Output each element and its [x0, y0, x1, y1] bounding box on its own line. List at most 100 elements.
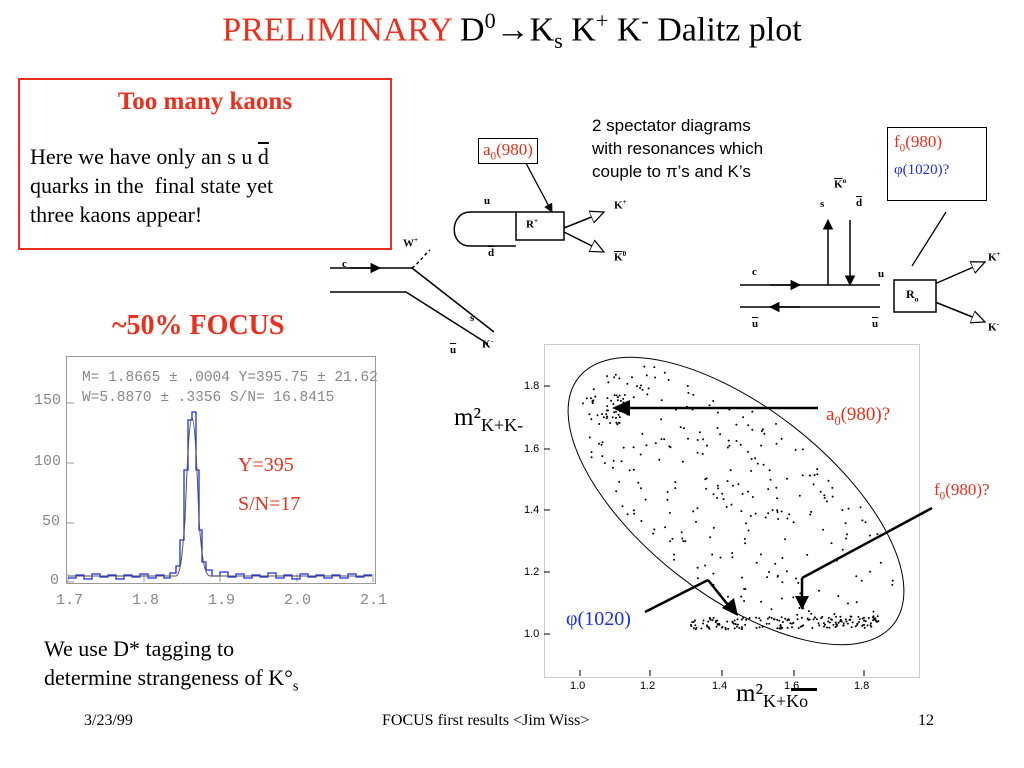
dalitz-point — [754, 512, 757, 515]
dalitz-point — [585, 397, 588, 400]
spectator-line-3-post: ’s and K’s — [677, 162, 751, 181]
dalitz-point — [773, 618, 775, 621]
spectator-text: 2 spectator diagrams with resonances whi… — [592, 114, 832, 183]
dalitz-point — [876, 533, 879, 536]
left-ubar-label: u — [450, 344, 457, 356]
dalitz-point — [695, 520, 697, 523]
dalitz-point — [741, 492, 744, 495]
dalitz-point — [712, 572, 715, 575]
right-R-label: Ro — [906, 287, 919, 303]
dalitz-point — [731, 556, 734, 559]
dalitz-point — [605, 417, 608, 420]
dal-ylabel-14: 1.4 — [524, 504, 540, 516]
title-ks: K — [529, 11, 555, 49]
dalitz-point — [740, 626, 743, 629]
dalitz-point — [824, 623, 826, 626]
dalitz-point — [721, 626, 724, 629]
dalitz-point — [781, 621, 784, 623]
dalitz-point — [596, 414, 599, 417]
dalitz-point — [756, 462, 759, 465]
dalitz-point — [781, 581, 784, 584]
dalitz-point — [797, 581, 800, 584]
dalitz-point — [715, 625, 718, 628]
dalitz-point — [681, 460, 684, 463]
dalitz-point — [716, 411, 719, 414]
dalitz-point — [766, 617, 769, 620]
dalitz-point — [582, 402, 584, 405]
dalitz-point — [633, 512, 636, 515]
spectator-line-3-pre: couple to — [592, 162, 666, 181]
dalitz-point — [618, 394, 621, 397]
dalitz-point — [830, 542, 833, 545]
dalitz-f0-ann-text: f — [934, 480, 940, 499]
dalitz-point — [617, 413, 620, 416]
dalitz-point — [801, 448, 804, 451]
dalitz-point — [620, 460, 623, 463]
dalitz-point — [735, 440, 738, 442]
dalitz-point — [745, 522, 747, 525]
dalitz-point — [796, 613, 799, 616]
dalitz-point — [789, 622, 792, 625]
dalitz-point — [610, 399, 613, 402]
dalitz-point — [771, 509, 774, 512]
dalitz-point — [611, 416, 614, 419]
dalitz-point — [750, 470, 753, 472]
dalitz-point — [778, 619, 781, 622]
dalitz-point — [776, 509, 779, 512]
mass-histogram-frame — [66, 356, 376, 584]
dalitz-point — [719, 433, 722, 436]
left-w-line — [411, 249, 431, 269]
dalitz-point — [591, 400, 594, 403]
dalitz-point — [602, 416, 605, 419]
dalitz-point — [646, 393, 649, 396]
dalitz-point — [863, 626, 866, 629]
dalitz-point — [709, 536, 712, 539]
title-arrow: → — [495, 11, 530, 49]
dalitz-point — [835, 624, 838, 627]
dalitz-point — [616, 423, 619, 426]
dalitz-xlabel-overline — [791, 688, 817, 691]
dalitz-point — [768, 469, 771, 472]
dalitz-point — [591, 402, 594, 405]
dalitz-point — [744, 623, 747, 626]
dalitz-f0-ann-mass: (980)? — [945, 480, 990, 499]
dalitz-point — [801, 474, 804, 477]
dalitz-point — [636, 385, 638, 388]
dalitz-point — [654, 442, 657, 445]
dalitz-point — [769, 478, 772, 481]
pi-symbol: π — [665, 162, 678, 181]
dalitz-point — [839, 615, 842, 618]
right-R-text: R — [906, 287, 915, 301]
dalitz-point — [743, 537, 746, 540]
dalitz-point — [842, 622, 845, 625]
title-kminus: K — [616, 11, 642, 49]
dalitz-point — [743, 587, 746, 590]
dalitz-point — [891, 579, 894, 582]
right-kplus-sup: + — [996, 250, 1001, 258]
dalitz-point — [841, 509, 844, 511]
dalitz-point — [832, 623, 835, 626]
dalitz-point — [751, 428, 754, 431]
dalitz-point — [726, 620, 729, 623]
dalitz-point — [718, 623, 721, 626]
footer-page: 12 — [918, 712, 934, 729]
tagging-line-2-text: determine strangeness of K° — [44, 665, 293, 690]
dalitz-point — [796, 618, 799, 621]
dalitz-point — [776, 627, 779, 630]
dalitz-point — [855, 601, 858, 604]
dalitz-point — [810, 510, 813, 513]
dalitz-point — [664, 526, 667, 529]
dalitz-point — [674, 481, 677, 484]
hist-data-steps — [68, 411, 372, 580]
dalitz-point — [601, 455, 604, 458]
dalitz-point — [873, 618, 875, 621]
dalitz-point — [850, 626, 853, 629]
dalitz-point — [760, 553, 762, 556]
dalitz-point — [588, 413, 591, 416]
title-kplus-sup: + — [595, 8, 609, 33]
title-d-sup: 0 — [484, 8, 496, 33]
phi-ann-arrowhead — [722, 598, 738, 616]
right-kplus-text: K — [988, 251, 997, 264]
dalitz-point — [871, 616, 874, 619]
left-kplus-text: K — [614, 199, 623, 212]
